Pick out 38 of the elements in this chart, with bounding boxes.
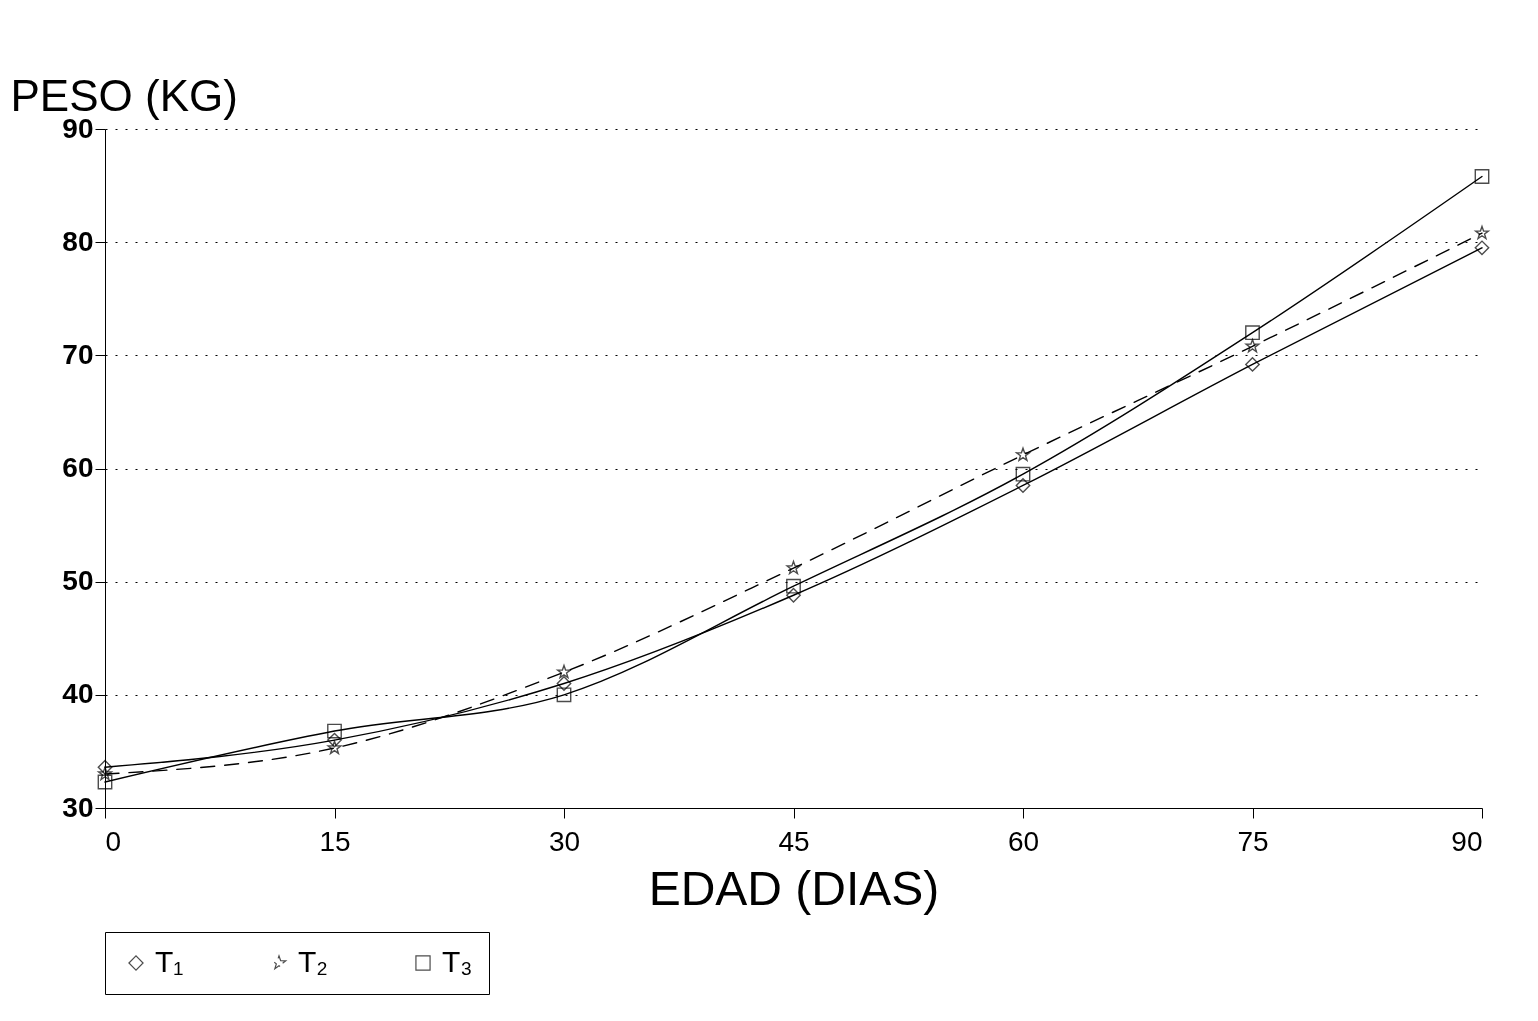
point (556, 664, 572, 679)
y-tick-label: 30 (62, 791, 94, 823)
legend-label: T₂ (298, 945, 328, 978)
legend-label: T₃ (442, 945, 473, 978)
x-tick-label: 90 (1451, 825, 1483, 857)
y-tick-label: 40 (62, 678, 94, 710)
point (327, 740, 342, 755)
y-tick-label: 70 (62, 338, 94, 370)
point (556, 676, 572, 691)
point (97, 774, 113, 790)
point (97, 766, 113, 781)
point (786, 587, 801, 603)
point (786, 578, 801, 594)
x-tick-label: 45 (778, 825, 810, 857)
x-tick-label: 30 (548, 825, 581, 857)
x-tick-label: 60 (1007, 825, 1040, 857)
x-axis-title: EDAD (DIAS) (648, 861, 940, 915)
point (1015, 478, 1031, 493)
point (327, 732, 342, 748)
point (1474, 225, 1490, 240)
y-tick-label: 60 (62, 452, 94, 483)
point (1245, 356, 1260, 372)
point (1474, 169, 1490, 184)
point (786, 560, 801, 575)
x-tick-label: 75 (1237, 825, 1269, 857)
point (327, 723, 342, 739)
y-tick-label: 50 (62, 565, 94, 597)
point (1015, 447, 1031, 462)
x-tick-label: 0 (105, 825, 122, 857)
point (1245, 325, 1260, 341)
point (1015, 466, 1031, 482)
point (556, 687, 572, 703)
x-tick-label: 15 (319, 825, 351, 857)
legend-label: T₁ (155, 945, 184, 978)
point (1474, 240, 1490, 256)
y-tick-label: 80 (62, 225, 94, 257)
point (1245, 338, 1260, 353)
point (97, 759, 113, 775)
